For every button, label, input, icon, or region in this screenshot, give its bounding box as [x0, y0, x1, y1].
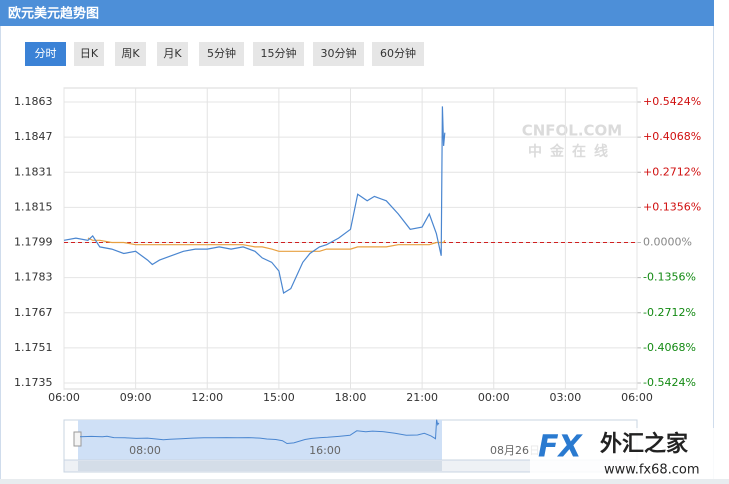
logo-name: 外汇之家	[600, 431, 689, 457]
tab[interactable]	[157, 42, 188, 66]
y-tick-label: 1.1735	[14, 376, 53, 389]
y2-tick-label: -0.1356%	[643, 271, 696, 284]
watermark-name: 中金在线	[528, 143, 616, 160]
x-tick-label: 09:00	[120, 391, 152, 404]
tab[interactable]	[199, 42, 244, 66]
logo-url: www.fx68.com	[604, 463, 700, 478]
x-tick-label: 06:00	[621, 391, 653, 404]
y-tick-label: 1.1831	[14, 165, 53, 178]
tab[interactable]	[25, 42, 66, 66]
navigator-line	[79, 419, 440, 445]
navigator-label: 16:00	[309, 444, 341, 457]
y-tick-label: 1.1847	[14, 130, 53, 143]
tab-label[interactable]: 分时	[35, 47, 57, 60]
price-line	[87, 237, 446, 252]
x-tick-label: 21:00	[406, 391, 438, 404]
x-tick-label: 18:00	[335, 391, 367, 404]
x-tick-label: 12:00	[191, 391, 223, 404]
y-tick-label: 1.1751	[14, 341, 53, 354]
tab-label[interactable]: 15分钟	[261, 46, 297, 60]
x-tick-label: 06:00	[48, 391, 80, 404]
y-tick-label: 1.1767	[14, 306, 53, 319]
tab-label[interactable]: 周K	[121, 47, 140, 60]
y-tick-label: 1.1783	[14, 271, 53, 284]
y2-tick-label: -0.4068%	[643, 341, 696, 354]
panel	[0, 0, 714, 483]
header-bar	[0, 0, 714, 26]
y2-tick-label: +0.1356%	[643, 200, 701, 213]
scrollbar-thumb[interactable]	[78, 461, 442, 471]
navigator-handle[interactable]	[73, 431, 82, 447]
navigator-window[interactable]	[78, 420, 442, 460]
tab[interactable]	[253, 42, 304, 66]
logo: FX 外汇之家 www.fx68.com	[530, 428, 729, 484]
y2-tick-label: -0.2712%	[643, 306, 696, 319]
y-tick-label: 1.1815	[14, 200, 53, 213]
watermark-brand: CNFOL.COM	[522, 122, 623, 140]
y-tick-label: 1.1863	[14, 95, 53, 108]
logo-brand: FX	[538, 430, 583, 465]
tab-bar: 分时 日K 周K 月K 5分钟 15分钟 30分钟 60分钟	[25, 42, 424, 66]
tab[interactable]	[74, 42, 104, 66]
y2-tick-label: +0.5424%	[643, 95, 701, 108]
navigator-label: 08:00	[129, 444, 161, 457]
plot: 1.1863 1.1847 1.1831 1.1815 1.1799 1.1783 1.17…	[14, 87, 701, 404]
y2-tick-label: 0.0000%	[643, 236, 692, 249]
tab-label[interactable]: 5分钟	[207, 46, 236, 60]
x-tick-label: 03:00	[550, 391, 582, 404]
tab-label[interactable]: 30分钟	[321, 46, 357, 60]
tab-label[interactable]: 60分钟	[380, 46, 416, 60]
navigator-label: 08月26日	[490, 444, 540, 457]
y2-tick-label: +0.4068%	[643, 130, 701, 143]
logo-bg	[530, 428, 729, 484]
tab[interactable]	[372, 42, 424, 66]
y2-tick-label: -0.5424%	[643, 376, 696, 389]
tab-label[interactable]: 月K	[163, 47, 182, 60]
header-title: 欧元美元趋势图	[8, 6, 99, 22]
x-tick-label: 00:00	[478, 391, 510, 404]
tab-label[interactable]: 日K	[80, 47, 99, 60]
y-tick-label: 1.1799	[14, 236, 53, 249]
tab[interactable]	[115, 42, 146, 66]
y2-tick-label: +0.2712%	[643, 165, 701, 178]
price-line	[63, 106, 446, 294]
watermark: CNFOL.COM 中金在线	[522, 122, 623, 161]
footer-strip	[0, 479, 729, 484]
tab[interactable]	[313, 42, 364, 66]
x-tick-label: 15:00	[263, 391, 295, 404]
